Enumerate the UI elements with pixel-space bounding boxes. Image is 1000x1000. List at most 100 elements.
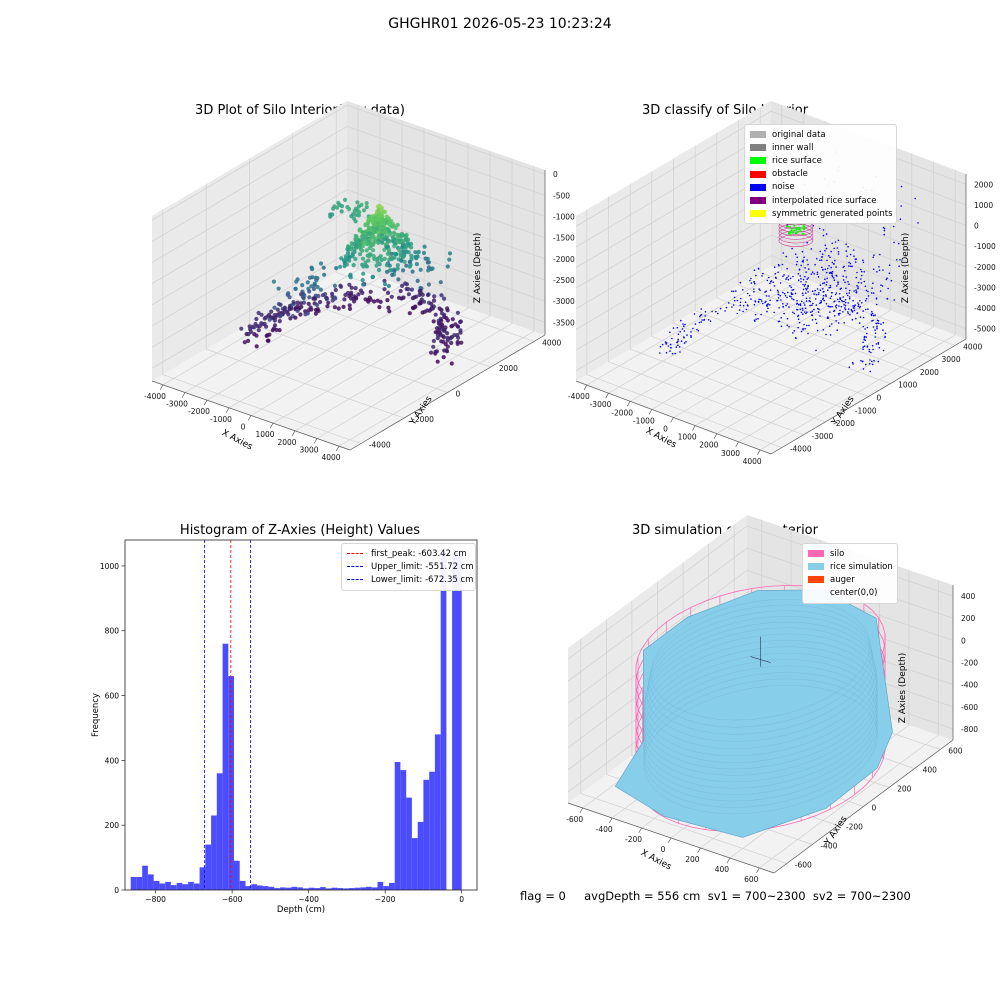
noise-point [822, 329, 825, 331]
rice-surface-point [802, 227, 805, 230]
histogram-bar [193, 883, 200, 890]
histogram-bar [159, 883, 166, 890]
data-point [262, 316, 267, 321]
data-point [293, 286, 298, 291]
tick-mark [726, 857, 731, 864]
x-tick-label: −600 [222, 895, 243, 904]
histogram-bar [257, 885, 263, 890]
y-tick-label: 0 [456, 390, 461, 399]
noise-point [809, 304, 811, 307]
noise-point [835, 274, 837, 277]
noise-point [774, 276, 777, 279]
noise-point [733, 296, 736, 299]
data-point [448, 336, 453, 341]
noise-point [789, 295, 791, 298]
noise-point [788, 306, 790, 308]
noise-point [806, 324, 808, 327]
legend-label: rice simulation [830, 561, 893, 572]
noise-point [719, 307, 722, 310]
data-point [438, 280, 443, 285]
noise-point [864, 328, 866, 330]
data-point [318, 299, 323, 305]
data-point [336, 306, 341, 311]
noise-point [698, 321, 701, 324]
y-tick-label: 600 [105, 692, 120, 701]
noise-point [731, 290, 733, 293]
noise-point [874, 314, 876, 316]
z-tick-label: -4000 [974, 304, 996, 313]
noise-point [860, 270, 863, 273]
y-tick-label: 200 [897, 785, 912, 794]
noise-point [828, 286, 830, 289]
y-tick-label: 1000 [100, 562, 119, 571]
noise-point [690, 335, 692, 337]
noise-point [829, 286, 832, 289]
grid-line [151, 189, 546, 306]
noise-point [815, 349, 817, 352]
noise-point [871, 310, 873, 313]
histogram-bar [142, 865, 148, 890]
noise-point [872, 268, 875, 271]
data-point [441, 355, 446, 360]
noise-point [878, 269, 881, 272]
histogram-plot: −800 −600 −400 −200 0 0 200 400 600 800 1000 Depth … [91, 539, 478, 915]
data-point [361, 271, 366, 276]
noise-point [792, 275, 794, 278]
noise-point [858, 307, 861, 309]
legend-label: first_peak: -603.42 cm [371, 548, 467, 559]
noise-point [785, 278, 787, 280]
noise-point [864, 300, 867, 302]
legend-item: original data [750, 128, 891, 141]
tick-mark [579, 807, 583, 814]
data-point [439, 307, 444, 313]
noise-point [769, 289, 772, 291]
noise-point [749, 279, 751, 282]
legend-swatch [750, 144, 766, 152]
noise-point [808, 268, 810, 270]
histogram-bar [452, 553, 462, 890]
data-point [421, 299, 427, 304]
data-point [395, 263, 400, 268]
noise-point [877, 342, 880, 344]
data-point [239, 326, 244, 331]
noise-point [843, 300, 845, 303]
noise-point [857, 302, 859, 304]
noise-point [683, 336, 685, 338]
noise-point [837, 322, 840, 324]
data-point [441, 335, 447, 340]
noise-point [782, 275, 784, 278]
noise-point [793, 330, 796, 332]
noise-point [748, 294, 751, 297]
data-point [433, 351, 438, 356]
noise-point [844, 301, 847, 304]
noise-point [872, 314, 875, 317]
noise-point [850, 265, 852, 268]
noise-point [711, 310, 713, 313]
data-point [367, 245, 372, 251]
legend-item: noise [750, 181, 891, 194]
noise-point [813, 273, 815, 275]
noise-point [825, 294, 827, 296]
data-point [353, 219, 358, 224]
noise-point [811, 290, 814, 293]
noise-point [845, 243, 847, 245]
noise-point [791, 247, 793, 250]
histogram-bar [394, 762, 401, 890]
noise-point [779, 282, 782, 284]
y-tick-label: 0 [114, 886, 119, 895]
noise-point [804, 327, 806, 330]
noise-point [696, 328, 698, 331]
noise-point [854, 304, 857, 307]
x-tick-label: 4000 [743, 457, 762, 466]
tick-mark [181, 392, 186, 398]
data-point [429, 350, 434, 355]
noise-point [785, 304, 787, 307]
histogram-bar [325, 888, 332, 890]
data-point [269, 309, 274, 314]
data-point [387, 309, 392, 314]
noise-point [853, 290, 855, 292]
noise-point [779, 294, 782, 297]
noise-point [805, 281, 807, 283]
noise-point [736, 312, 739, 315]
noise-point [851, 310, 853, 312]
